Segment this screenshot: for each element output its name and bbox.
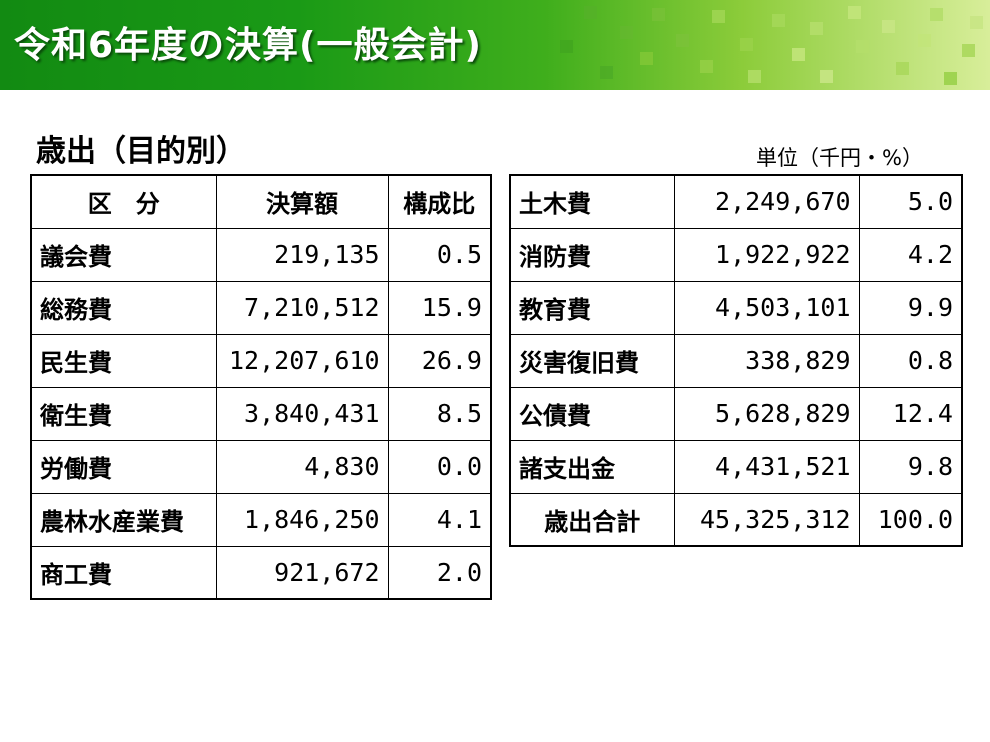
row-category: 総務費 bbox=[30, 280, 217, 335]
table-row: 災害復旧費 338,829 0.8 bbox=[509, 333, 963, 388]
row-ratio: 4.1 bbox=[387, 492, 492, 547]
expenditure-table-right: 土木費 2,249,670 5.0 消防費 1,922,922 4.2 教育費 … bbox=[509, 174, 963, 547]
column-header-category: 区 分 bbox=[30, 174, 217, 229]
column-header-ratio: 構成比 bbox=[387, 174, 492, 229]
row-ratio: 4.2 bbox=[858, 227, 963, 282]
row-amount: 5,628,829 bbox=[673, 386, 860, 441]
row-amount: 338,829 bbox=[673, 333, 860, 388]
row-category: 災害復旧費 bbox=[509, 333, 675, 388]
row-ratio: 0.5 bbox=[387, 227, 492, 282]
table-row: 議会費 219,135 0.5 bbox=[30, 227, 492, 282]
column-header-amount: 決算額 bbox=[215, 174, 389, 229]
row-amount: 4,431,521 bbox=[673, 439, 860, 494]
row-category: 労働費 bbox=[30, 439, 217, 494]
row-amount: 12,207,610 bbox=[215, 333, 389, 388]
table-row: 公債費 5,628,829 12.4 bbox=[509, 386, 963, 441]
row-category: 衛生費 bbox=[30, 386, 217, 441]
table-row: 教育費 4,503,101 9.9 bbox=[509, 280, 963, 335]
row-amount: 1,846,250 bbox=[215, 492, 389, 547]
table-row: 消防費 1,922,922 4.2 bbox=[509, 227, 963, 282]
row-ratio: 0.0 bbox=[387, 439, 492, 494]
total-label: 歳出合計 bbox=[509, 492, 675, 547]
row-category: 農林水産業費 bbox=[30, 492, 217, 547]
total-amount: 45,325,312 bbox=[673, 492, 860, 547]
row-ratio: 26.9 bbox=[387, 333, 492, 388]
row-category: 公債費 bbox=[509, 386, 675, 441]
table-row: 労働費 4,830 0.0 bbox=[30, 439, 492, 494]
row-category: 商工費 bbox=[30, 545, 217, 600]
row-category: 土木費 bbox=[509, 174, 675, 229]
table-row: 民生費 12,207,610 26.9 bbox=[30, 333, 492, 388]
table-row: 土木費 2,249,670 5.0 bbox=[509, 174, 963, 229]
row-amount: 219,135 bbox=[215, 227, 389, 282]
table-row: 衛生費 3,840,431 8.5 bbox=[30, 386, 492, 441]
row-ratio: 8.5 bbox=[387, 386, 492, 441]
row-category: 諸支出金 bbox=[509, 439, 675, 494]
row-category: 消防費 bbox=[509, 227, 675, 282]
row-category: 教育費 bbox=[509, 280, 675, 335]
table-row: 農林水産業費 1,846,250 4.1 bbox=[30, 492, 492, 547]
row-amount: 3,840,431 bbox=[215, 386, 389, 441]
row-amount: 2,249,670 bbox=[673, 174, 860, 229]
row-ratio: 2.0 bbox=[387, 545, 492, 600]
expenditure-table-left: 区 分 決算額 構成比 議会費 219,135 0.5 総務費 7,210,51… bbox=[30, 174, 492, 600]
table-row: 諸支出金 4,431,521 9.8 bbox=[509, 439, 963, 494]
row-amount: 4,503,101 bbox=[673, 280, 860, 335]
row-category: 議会費 bbox=[30, 227, 217, 282]
table-row: 総務費 7,210,512 15.9 bbox=[30, 280, 492, 335]
total-row: 歳出合計 45,325,312 100.0 bbox=[509, 492, 963, 547]
row-ratio: 9.8 bbox=[858, 439, 963, 494]
row-amount: 1,922,922 bbox=[673, 227, 860, 282]
row-amount: 921,672 bbox=[215, 545, 389, 600]
page-title: 令和6年度の決算(一般会計) bbox=[14, 25, 482, 66]
table-header-row: 区 分 決算額 構成比 bbox=[30, 174, 492, 229]
row-ratio: 12.4 bbox=[858, 386, 963, 441]
row-category: 民生費 bbox=[30, 333, 217, 388]
row-ratio: 0.8 bbox=[858, 333, 963, 388]
table-row: 商工費 921,672 2.0 bbox=[30, 545, 492, 600]
row-ratio: 5.0 bbox=[858, 174, 963, 229]
section-subtitle: 歳出（目的別） bbox=[36, 134, 246, 169]
row-ratio: 15.9 bbox=[387, 280, 492, 335]
row-amount: 4,830 bbox=[215, 439, 389, 494]
row-amount: 7,210,512 bbox=[215, 280, 389, 335]
row-ratio: 9.9 bbox=[858, 280, 963, 335]
header-banner: 令和6年度の決算(一般会計) bbox=[0, 0, 990, 90]
unit-label: 単位（千円・%） bbox=[756, 146, 923, 170]
total-ratio: 100.0 bbox=[858, 492, 963, 547]
